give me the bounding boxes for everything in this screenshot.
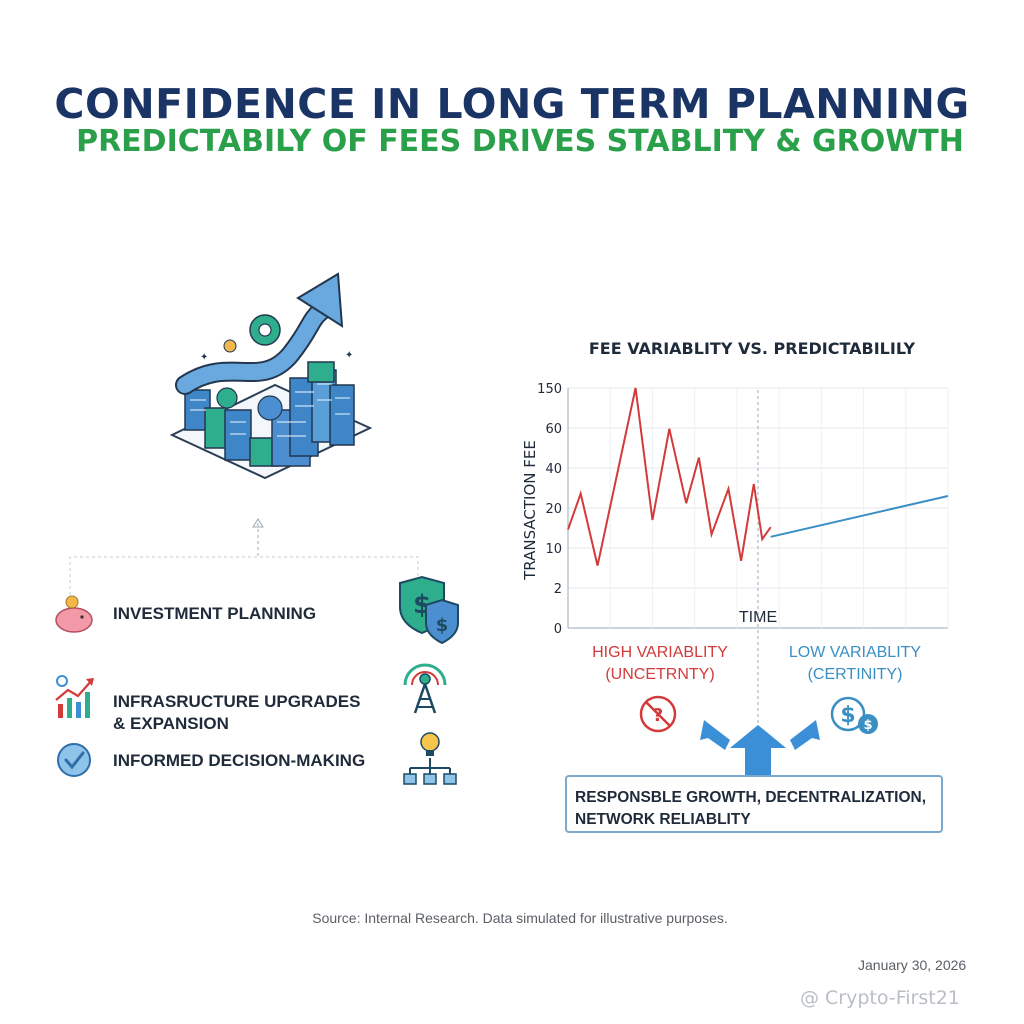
piggy-bank-icon <box>55 595 93 633</box>
svg-text:$: $ <box>840 703 855 728</box>
svg-text:✦: ✦ <box>345 350 353 361</box>
x-axis-label: TIME <box>739 609 777 626</box>
y-tick-label: 2 <box>554 582 562 597</box>
check-badge-icon <box>57 743 91 777</box>
benefit-label-infrastructure: INFRASRUCTURE UPGRADES & EXPANSION <box>113 692 361 733</box>
page-title: CONFIDENCE IN LONG TERM PLANNING <box>54 80 970 128</box>
high-variability-series <box>567 387 772 566</box>
growth-chart-icon <box>55 675 94 718</box>
growth-note-box: RESPONSBLE GROWTH, DECENTRALIZATION, NET… <box>565 775 943 833</box>
low-variability-series <box>770 495 949 538</box>
benefit-label-decision: INFORMED DECISION-MAKING <box>113 751 366 770</box>
arrow-left-icon <box>700 720 730 750</box>
high-variability-label: HIGH VARIABLITY (UNCETRNTY) <box>592 644 728 683</box>
city-growth-illustration: ✦ ✦ <box>169 272 373 480</box>
arrows-graphic <box>700 720 820 778</box>
svg-text:✦: ✦ <box>200 352 208 363</box>
y-tick-label: 10 <box>545 542 562 557</box>
watermark: @ Crypto-First21 <box>800 987 960 1009</box>
benefit-label-investment: INVESTMENT PLANNING <box>113 604 317 623</box>
dollar-shield-icon: $ $ <box>399 575 459 645</box>
network-tower-icon <box>403 663 447 714</box>
chart-series <box>567 387 949 566</box>
svg-text:$: $ <box>436 615 449 636</box>
page-subtitle: PREDICTABILY OF FEES DRIVES STABLITY & G… <box>76 124 964 159</box>
y-axis-label: TRANSACTION FEE <box>521 440 539 581</box>
y-tick-label: 20 <box>545 502 562 517</box>
y-tick-label: 60 <box>545 422 562 437</box>
svg-text:?: ? <box>653 705 663 726</box>
source-note: Source: Internal Research. Data simulate… <box>312 910 728 926</box>
date-label: January 30, 2026 <box>858 957 967 973</box>
arrow-right-icon <box>790 720 820 750</box>
y-tick-label: 150 <box>537 382 562 397</box>
svg-text:$: $ <box>863 718 872 733</box>
chart-title: FEE VARIABLITY VS. PREDICTABILILY <box>589 339 916 358</box>
y-tick-label: 0 <box>554 622 562 637</box>
low-variability-label: LOW VARIABLITY (CERTINITY) <box>788 644 922 683</box>
y-tick-label: 40 <box>545 462 562 477</box>
benefit-item-decision <box>55 740 95 785</box>
benefit-item-infrastructure <box>52 672 96 725</box>
benefit-connector <box>69 518 419 595</box>
gear-icon <box>249 314 281 346</box>
dollar-coins-icon: $ $ <box>830 696 878 734</box>
idea-network-icon <box>403 732 457 785</box>
arrow-up-icon <box>730 725 786 778</box>
benefit-item-investment <box>52 592 96 641</box>
uncertainty-icon: ? <box>639 695 677 733</box>
y-axis-ticks: 0 2 10 20 40 60 150 <box>537 382 562 637</box>
